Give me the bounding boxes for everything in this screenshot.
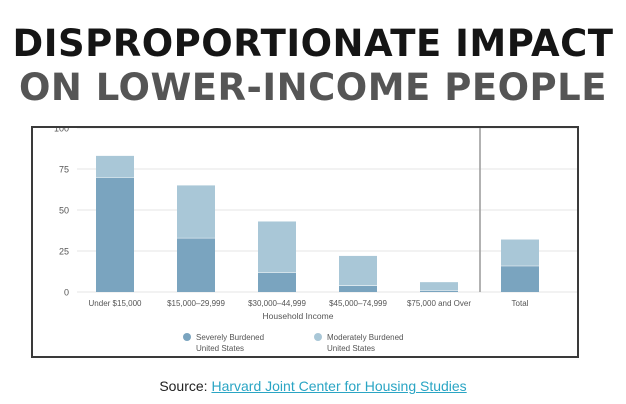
source-line: Source: Harvard Joint Center for Housing…: [0, 378, 626, 394]
legend: Severely Burdened United States Moderately…: [183, 333, 404, 353]
bar-severely-burdened: [339, 285, 377, 292]
bar-severely-burdened: [501, 265, 539, 292]
x-tick-label: Total: [512, 299, 529, 308]
legend-marker-severely-burdened: [183, 333, 191, 341]
x-axis-label: Household Income: [263, 311, 334, 321]
bars: [96, 155, 539, 292]
legend-label-line-1: Severely Burdened: [196, 333, 264, 342]
x-axis-ticks: Under $15,000 $15,000–29,999 $30,000–44,99…: [89, 299, 529, 308]
x-tick-label: $75,000 and Over: [407, 299, 471, 308]
legend-label-line-2: United States: [327, 344, 375, 353]
x-tick-label: Under $15,000: [89, 299, 142, 308]
x-tick-label: $30,000–44,999: [248, 299, 306, 308]
bar-moderately-burdened: [96, 155, 134, 178]
legend-label-line-2: United States: [196, 344, 244, 353]
bar-severely-burdened: [258, 272, 296, 292]
grid-lines: [77, 128, 577, 293]
page-title-line-2: ON LOWER-INCOME PEOPLE: [18, 66, 608, 109]
bar-severely-burdened: [177, 237, 215, 292]
legend-marker-moderately-burdened: [314, 333, 322, 341]
y-tick-label: 25: [59, 247, 69, 257]
legend-label-line-1: Moderately Burdened: [327, 333, 404, 342]
y-tick-label: 50: [59, 206, 69, 216]
bar-moderately-burdened: [177, 185, 215, 238]
y-axis-ticks: 0 25 50 75 100: [54, 128, 69, 298]
source-link[interactable]: Harvard Joint Center for Housing Studies: [211, 378, 467, 394]
y-tick-label: 75: [59, 165, 69, 175]
x-tick-label: $15,000–29,999: [167, 299, 225, 308]
bar-moderately-burdened: [339, 255, 377, 286]
chart-frame: 0 25 50 75 100 Under $15,000 $15,000–29,999 $3…: [31, 126, 579, 358]
x-tick-label: $45,000–74,999: [329, 299, 387, 308]
bar-chart: 0 25 50 75 100 Under $15,000 $15,000–29,999 $3…: [54, 128, 577, 353]
page-title-line-1: DISPROPORTIONATE IMPACT: [12, 22, 614, 65]
bar-moderately-burdened: [501, 239, 539, 266]
y-tick-label: 0: [64, 288, 69, 298]
source-prefix: Source:: [159, 378, 212, 394]
bar-moderately-burdened: [258, 221, 296, 273]
y-tick-label: 100: [54, 128, 69, 134]
bar-severely-burdened: [96, 177, 134, 292]
bar-moderately-burdened: [420, 282, 458, 291]
bar-severely-burdened: [420, 290, 458, 292]
